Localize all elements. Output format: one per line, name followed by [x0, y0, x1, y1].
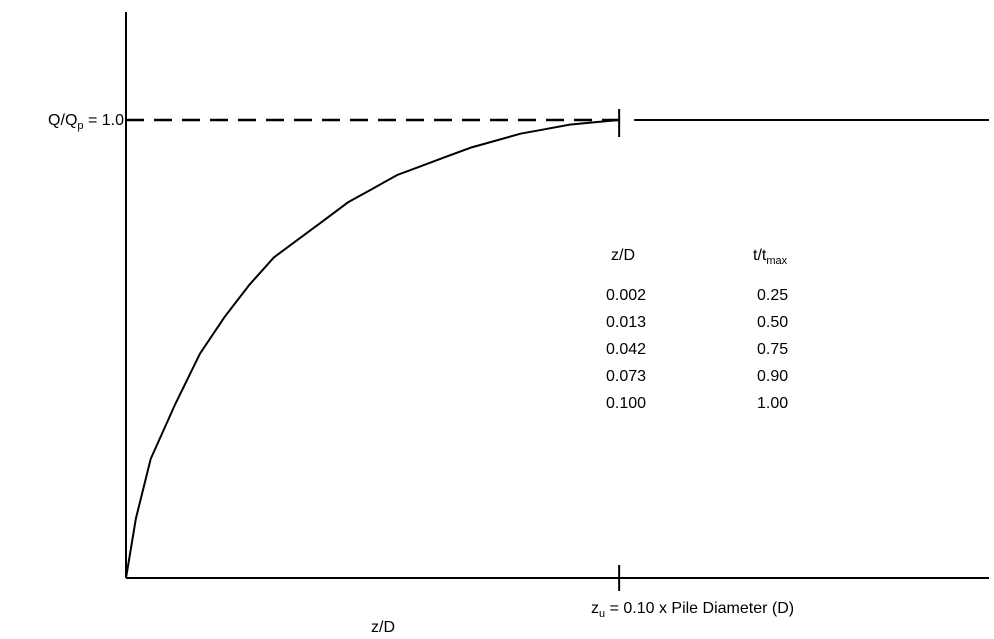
table-cell-zd: 0.100	[606, 395, 647, 412]
table-cell-tt: 1.00	[757, 395, 789, 412]
table-cell-zd: 0.073	[606, 368, 647, 385]
table-cell-tt: 0.75	[757, 341, 789, 358]
table-cell-tt: 0.25	[757, 287, 789, 304]
table-header-tt: t/tmax	[753, 247, 788, 267]
load-transfer-curve	[125, 119, 620, 579]
peak-load-label: Q/Qp = 1.0	[48, 112, 124, 132]
zu-annotation: zu = 0.10 x Pile Diameter (D)	[591, 600, 795, 620]
table-header-zd: z/D	[611, 247, 635, 264]
x-axis-title: z/D	[371, 619, 395, 636]
table-cell-zd: 0.013	[606, 314, 647, 331]
table-cell-tt: 0.90	[757, 368, 789, 385]
table-cell-tt: 0.50	[757, 314, 789, 331]
table-cell-zd: 0.002	[606, 287, 647, 304]
table-cell-zd: 0.042	[606, 341, 647, 358]
